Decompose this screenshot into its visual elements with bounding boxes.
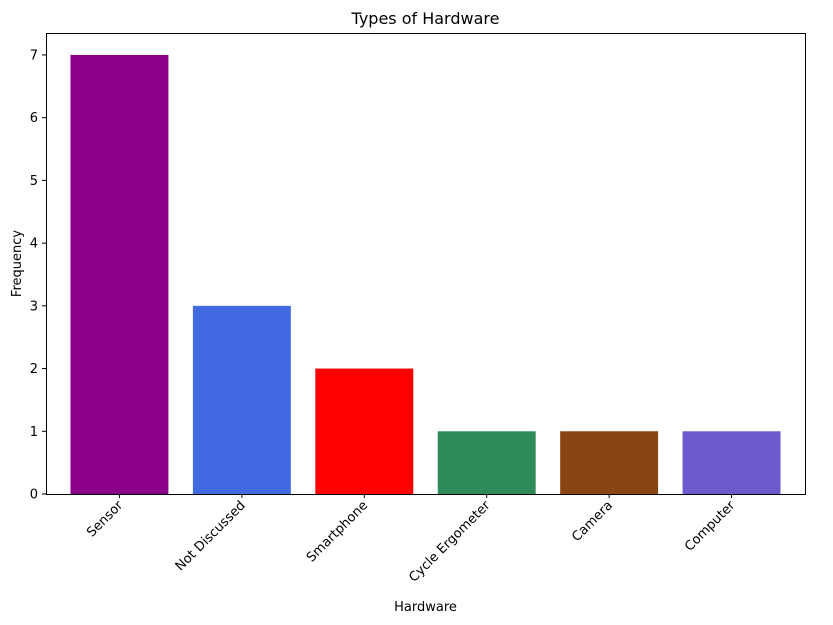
y-tick-label: 5	[30, 174, 38, 189]
x-tick-label: Sensor	[84, 498, 127, 541]
x-tick-label: Computer	[682, 498, 739, 555]
bar-computer	[682, 431, 781, 494]
y-tick-label: 0	[30, 488, 38, 503]
x-axis-label: Hardware	[394, 600, 457, 615]
bar-cycle-ergometer	[437, 431, 536, 494]
x-tick-label: Smartphone	[304, 498, 371, 565]
bars-group	[70, 54, 781, 494]
x-axis-ticks: Sensor Not Discussed Smartphone Cycle Ergom…	[84, 494, 739, 585]
chart-title: Types of Hardware	[351, 9, 500, 28]
y-tick-label: 2	[30, 362, 38, 377]
x-tick-label: Camera	[569, 498, 616, 545]
bar-sensor	[70, 54, 169, 494]
y-tick-label: 6	[30, 111, 38, 126]
bar-not-discussed	[192, 305, 291, 494]
plot-frame	[46, 33, 806, 495]
bar-smartphone	[315, 368, 414, 494]
y-tick-label: 3	[30, 299, 38, 314]
x-tick-label: Cycle Ergometer	[406, 498, 494, 586]
y-tick-label: 1	[30, 425, 38, 440]
bar-camera	[560, 431, 659, 494]
x-tick-label: Not Discussed	[173, 498, 249, 574]
y-tick-label: 4	[30, 237, 38, 252]
y-axis-ticks: 0 1 2 3 4 5 6 7	[30, 48, 46, 503]
y-tick-label: 7	[30, 48, 38, 63]
y-axis-label: Frequency	[10, 230, 25, 297]
